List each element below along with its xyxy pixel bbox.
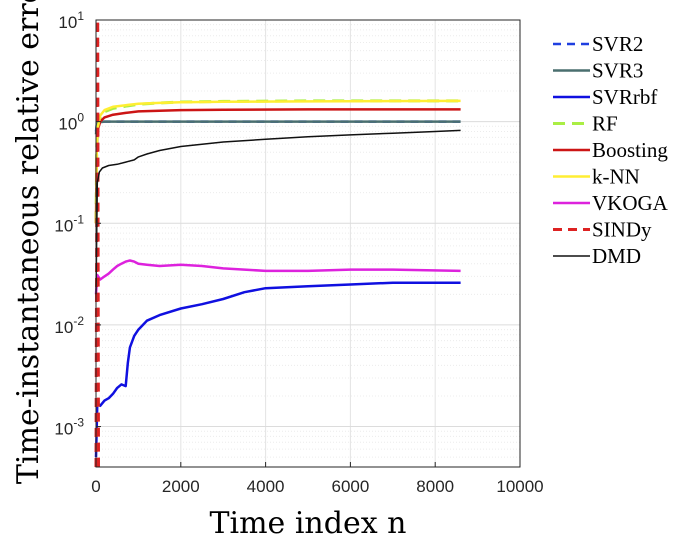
y-tick-exponent: 1 bbox=[77, 9, 84, 23]
y-tick-exponent: -2 bbox=[73, 314, 84, 328]
legend-label: DMD bbox=[592, 244, 641, 268]
legend-entry: k-NN bbox=[553, 165, 640, 189]
legend-entry: SINDy bbox=[553, 218, 652, 242]
y-tick-base: 10 bbox=[54, 318, 73, 337]
x-tick-label: 0 bbox=[91, 477, 100, 496]
series-line-svrrbf bbox=[94, 281, 461, 458]
x-tick-label: 6000 bbox=[331, 477, 369, 496]
series-line-vkoga bbox=[94, 259, 461, 295]
legend-label: RF bbox=[592, 112, 618, 136]
legend-entry: SVRrbf bbox=[553, 85, 657, 109]
legend-entry: SVR2 bbox=[553, 32, 643, 56]
legend-label: k-NN bbox=[592, 165, 640, 189]
y-tick-label: 10-3 bbox=[54, 416, 84, 439]
legend-label: SVR2 bbox=[592, 32, 643, 56]
y-tick-base: 10 bbox=[58, 115, 77, 134]
x-tick-label: 10000 bbox=[496, 477, 543, 496]
y-tick-exponent: -1 bbox=[73, 212, 84, 226]
series-line-k-nn bbox=[94, 99, 461, 224]
legend-label: SVRrbf bbox=[592, 85, 657, 109]
legend-label: SINDy bbox=[592, 218, 652, 242]
y-tick-base: 10 bbox=[58, 13, 77, 32]
y-tick-exponent: -3 bbox=[73, 416, 84, 430]
x-tick-label: 8000 bbox=[416, 477, 454, 496]
series-line-dmd bbox=[95, 129, 461, 295]
y-tick-label: 10-2 bbox=[54, 314, 84, 337]
plot-area-background bbox=[96, 20, 520, 467]
x-tick-label: 4000 bbox=[247, 477, 285, 496]
legend-label: Boosting bbox=[592, 138, 668, 162]
legend-label: VKOGA bbox=[592, 191, 669, 215]
y-axis-label: Time-instantaneous relative error bbox=[11, 0, 46, 484]
y-tick-label: 101 bbox=[58, 9, 84, 32]
series-group bbox=[94, 18, 461, 468]
y-tick-base: 10 bbox=[54, 216, 73, 235]
y-tick-label: 10-1 bbox=[54, 212, 84, 235]
x-axis-label: Time index n bbox=[210, 506, 407, 541]
legend-entry: SVR3 bbox=[553, 59, 643, 83]
y-tick-label: 100 bbox=[58, 111, 84, 134]
legend-entry: RF bbox=[553, 112, 618, 136]
y-tick-exponent: 0 bbox=[77, 111, 84, 125]
legend-label: SVR3 bbox=[592, 59, 643, 83]
legend-entry: Boosting bbox=[553, 138, 668, 162]
x-tick-label: 2000 bbox=[162, 477, 200, 496]
legend-entry: DMD bbox=[553, 244, 641, 268]
axis-labels: Time index n Time-instantaneous relative … bbox=[11, 0, 407, 541]
legend-entry: VKOGA bbox=[553, 191, 669, 215]
y-tick-base: 10 bbox=[54, 420, 73, 439]
plot-frame bbox=[95, 19, 521, 468]
